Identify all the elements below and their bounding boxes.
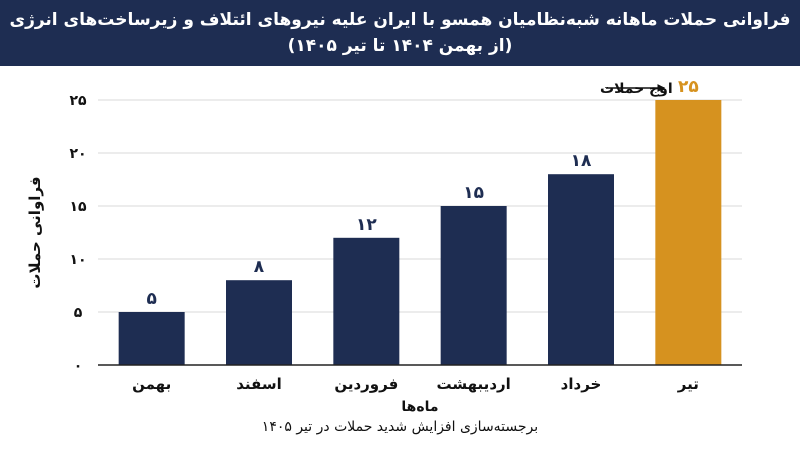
peak-annotation-label: اوج حملات [600,81,673,97]
bar [333,237,400,365]
x-tick-label: اردیبهشت [437,375,511,393]
bar-value-label: ۱۲ [356,215,377,235]
x-tick-label: فروردین [334,375,398,393]
bar-value-label: ۸ [254,257,265,277]
bar-chart-svg: ۰ ۵ ۱۰ ۱۵ ۲۰ ۲۵ ۵ ۸ ۱۲ ۱۵ ۱۸ ۲۵ بهمن اسفند فروردین ار… [26,77,742,415]
bar [440,206,507,365]
y-tick-label: ۲۵ [69,93,87,109]
chart-title-banner: فراوانی حملات ماهانه شبه‌نظامیان همسو با… [0,0,800,66]
y-axis-title: فراوانی حملات [26,176,44,288]
x-tick-label: بهمن [132,375,171,393]
x-tick-label: اسفند [236,375,281,393]
bar-highlight [655,100,722,365]
bar [226,280,292,365]
x-tick-label: خرداد [561,375,602,393]
chart-subtitle: (از بهمن ۱۴۰۴ تا تیر ۱۴۰۵) [287,36,513,56]
bar-value-label: ۵ [146,289,156,309]
bar-value-label: ۱۵ [463,183,484,203]
y-tick-label: ۲۰ [69,146,86,162]
bar-chart: ۰ ۵ ۱۰ ۱۵ ۲۰ ۲۵ ۵ ۸ ۱۲ ۱۵ ۱۸ ۲۵ بهمن اسفند فروردین ار… [0,66,800,447]
chart-footnote: برجسته‌سازی افزایش شدید حملات در تیر ۱۴۰… [261,419,539,435]
y-tick-label: ۵ [74,305,83,321]
bar [118,312,185,365]
x-tick-label: تیر [677,375,699,393]
y-axis-ticks: ۰ ۵ ۱۰ ۱۵ ۲۰ ۲۵ [69,93,87,374]
y-tick-label: ۰ [74,358,83,374]
y-tick-label: ۱۵ [69,199,87,215]
bar-value-label: ۱۸ [571,151,592,171]
peak-annotation: اوج حملات [600,81,673,97]
x-axis-title: ماه‌ها [401,399,438,415]
gridlines [98,99,742,313]
bars [118,100,722,365]
y-tick-label: ۱۰ [69,252,86,268]
bar-value-labels: ۵ ۸ ۱۲ ۱۵ ۱۸ ۲۵ [146,77,698,309]
chart-title: فراوانی حملات ماهانه شبه‌نظامیان همسو با… [9,10,791,30]
bar [548,174,614,365]
bar-value-label: ۲۵ [678,77,699,97]
x-axis-ticks: بهمن اسفند فروردین اردیبهشت خرداد تیر [132,375,699,393]
